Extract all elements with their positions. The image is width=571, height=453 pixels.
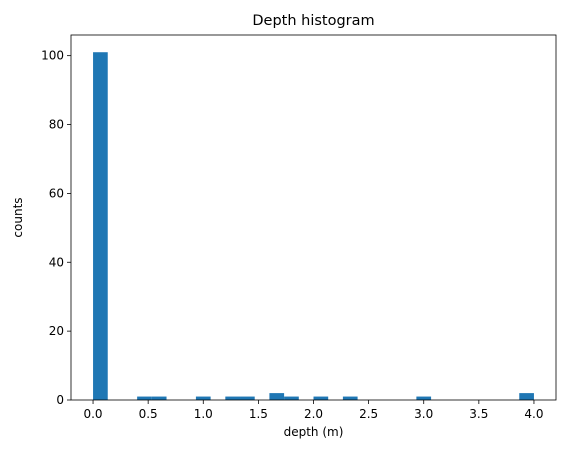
histogram-bar <box>137 396 152 400</box>
y-tick-label: 0 <box>56 393 64 407</box>
x-tick-label: 1.0 <box>194 407 213 421</box>
histogram-bar <box>342 396 358 400</box>
x-tick-label: 3.0 <box>414 407 433 421</box>
histogram-bar <box>313 396 329 400</box>
histogram-bars <box>93 52 534 400</box>
histogram-bar <box>151 396 167 400</box>
y-tick-label: 60 <box>49 186 64 200</box>
chart-title: Depth histogram <box>252 13 374 29</box>
x-tick-label: 1.5 <box>249 407 268 421</box>
y-tick-label: 40 <box>49 255 64 269</box>
histogram-bar <box>269 393 285 400</box>
x-axis-label: depth (m) <box>284 425 344 439</box>
x-tick-label: 2.0 <box>304 407 323 421</box>
y-tick-label: 20 <box>49 324 64 338</box>
x-tick-label: 0.0 <box>83 407 102 421</box>
histogram-bar <box>195 396 211 400</box>
x-tick-label: 3.5 <box>469 407 488 421</box>
plot-area-frame <box>70 34 557 401</box>
x-axis-ticks: 0.0 0.5 1.0 1.5 2.0 2.5 3.0 3.5 4.0 <box>83 400 544 421</box>
histogram-bar <box>240 396 255 400</box>
x-tick-label: 2.5 <box>359 407 378 421</box>
histogram-bar <box>225 396 241 400</box>
y-tick-label: 80 <box>49 118 64 132</box>
histogram-bar <box>519 393 534 400</box>
histogram-bar <box>416 396 432 400</box>
histogram-bar <box>284 396 299 400</box>
y-axis-label: counts <box>11 197 25 237</box>
histogram-bar <box>93 52 108 400</box>
y-axis-ticks: 0 20 40 60 80 100 <box>41 49 71 407</box>
y-tick-label: 100 <box>41 49 64 63</box>
x-tick-label: 4.0 <box>524 407 543 421</box>
x-tick-label: 0.5 <box>139 407 158 421</box>
